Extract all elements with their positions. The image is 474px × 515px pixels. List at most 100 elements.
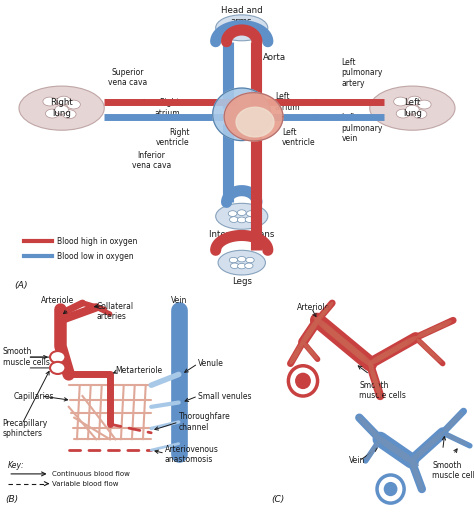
Text: Internal organs: Internal organs xyxy=(209,230,274,239)
Text: Precapillary
sphincters: Precapillary sphincters xyxy=(3,419,48,438)
Ellipse shape xyxy=(367,426,383,441)
Text: Small venules: Small venules xyxy=(198,391,251,401)
Ellipse shape xyxy=(417,338,428,350)
Text: Venule: Venule xyxy=(198,359,224,368)
Circle shape xyxy=(229,258,237,263)
Circle shape xyxy=(237,29,246,35)
Ellipse shape xyxy=(392,447,419,467)
Circle shape xyxy=(50,351,65,363)
Text: Left
lung: Left lung xyxy=(403,98,422,118)
Ellipse shape xyxy=(313,317,339,338)
Text: (C): (C) xyxy=(272,495,285,504)
Text: Arteriole: Arteriole xyxy=(41,296,74,305)
Circle shape xyxy=(237,256,246,262)
Circle shape xyxy=(396,109,410,118)
Circle shape xyxy=(46,109,59,118)
Ellipse shape xyxy=(368,362,376,382)
Circle shape xyxy=(408,96,421,105)
Ellipse shape xyxy=(300,327,314,347)
Circle shape xyxy=(383,482,398,496)
Circle shape xyxy=(295,373,311,389)
Circle shape xyxy=(406,105,419,114)
Circle shape xyxy=(67,100,80,109)
Text: Superior
vena cava: Superior vena cava xyxy=(109,67,147,87)
Circle shape xyxy=(246,258,254,263)
Text: Vein: Vein xyxy=(349,456,365,466)
Circle shape xyxy=(413,110,427,118)
Ellipse shape xyxy=(216,203,268,229)
Ellipse shape xyxy=(371,370,379,390)
Circle shape xyxy=(228,22,237,28)
Polygon shape xyxy=(213,88,271,141)
Ellipse shape xyxy=(377,347,399,360)
Text: Thoroughfare
channel: Thoroughfare channel xyxy=(179,413,230,432)
Circle shape xyxy=(246,22,255,28)
Circle shape xyxy=(55,105,68,114)
Ellipse shape xyxy=(294,341,304,357)
Ellipse shape xyxy=(395,336,418,350)
Text: Key:: Key: xyxy=(8,461,25,470)
Circle shape xyxy=(50,362,65,374)
Ellipse shape xyxy=(366,447,375,460)
Circle shape xyxy=(246,211,255,216)
Circle shape xyxy=(237,21,246,27)
Ellipse shape xyxy=(386,341,409,355)
Ellipse shape xyxy=(308,348,318,359)
Ellipse shape xyxy=(426,324,443,333)
Polygon shape xyxy=(224,93,283,141)
Ellipse shape xyxy=(371,440,380,453)
Circle shape xyxy=(229,217,238,222)
Text: Head and
arms: Head and arms xyxy=(221,6,263,26)
Ellipse shape xyxy=(417,329,433,338)
Ellipse shape xyxy=(443,419,456,433)
Ellipse shape xyxy=(316,307,328,322)
Ellipse shape xyxy=(321,302,333,316)
Text: Vein: Vein xyxy=(171,296,187,305)
Ellipse shape xyxy=(430,352,442,363)
Polygon shape xyxy=(236,107,274,137)
Circle shape xyxy=(245,28,254,34)
Ellipse shape xyxy=(436,320,452,329)
Circle shape xyxy=(418,100,431,109)
Circle shape xyxy=(288,366,318,396)
Ellipse shape xyxy=(410,445,429,463)
Ellipse shape xyxy=(370,86,455,130)
Ellipse shape xyxy=(423,345,435,356)
Ellipse shape xyxy=(425,431,445,449)
Ellipse shape xyxy=(307,316,321,336)
Circle shape xyxy=(245,263,253,268)
Circle shape xyxy=(377,475,404,503)
Ellipse shape xyxy=(331,331,356,353)
Ellipse shape xyxy=(450,411,463,425)
Circle shape xyxy=(57,96,71,105)
Text: Capillaries: Capillaries xyxy=(14,391,54,401)
Circle shape xyxy=(237,210,246,215)
Circle shape xyxy=(230,263,239,268)
Ellipse shape xyxy=(415,472,424,492)
Ellipse shape xyxy=(339,338,365,360)
Ellipse shape xyxy=(357,416,372,431)
Ellipse shape xyxy=(302,341,313,354)
Text: Metarteriole: Metarteriole xyxy=(116,366,163,374)
Ellipse shape xyxy=(412,465,421,485)
Ellipse shape xyxy=(290,348,300,365)
Circle shape xyxy=(43,97,56,106)
Ellipse shape xyxy=(216,15,268,41)
Text: Smooth
muscle cells: Smooth muscle cells xyxy=(3,348,50,367)
Text: Smooth
muscle cells: Smooth muscle cells xyxy=(359,381,406,400)
Ellipse shape xyxy=(445,433,459,441)
Ellipse shape xyxy=(322,324,348,346)
Ellipse shape xyxy=(348,346,374,367)
Text: Arteriole: Arteriole xyxy=(297,303,330,312)
Text: Legs: Legs xyxy=(232,277,252,285)
Text: Aorta: Aorta xyxy=(263,53,286,62)
Ellipse shape xyxy=(417,438,437,456)
Ellipse shape xyxy=(362,421,377,436)
Circle shape xyxy=(237,263,246,269)
Circle shape xyxy=(393,97,407,106)
Ellipse shape xyxy=(410,458,419,478)
Text: Smooth
muscle cells: Smooth muscle cells xyxy=(432,461,474,480)
Ellipse shape xyxy=(368,352,390,365)
Text: Blood low in oxygen: Blood low in oxygen xyxy=(57,252,134,261)
Text: Left
atrium: Left atrium xyxy=(275,92,301,112)
